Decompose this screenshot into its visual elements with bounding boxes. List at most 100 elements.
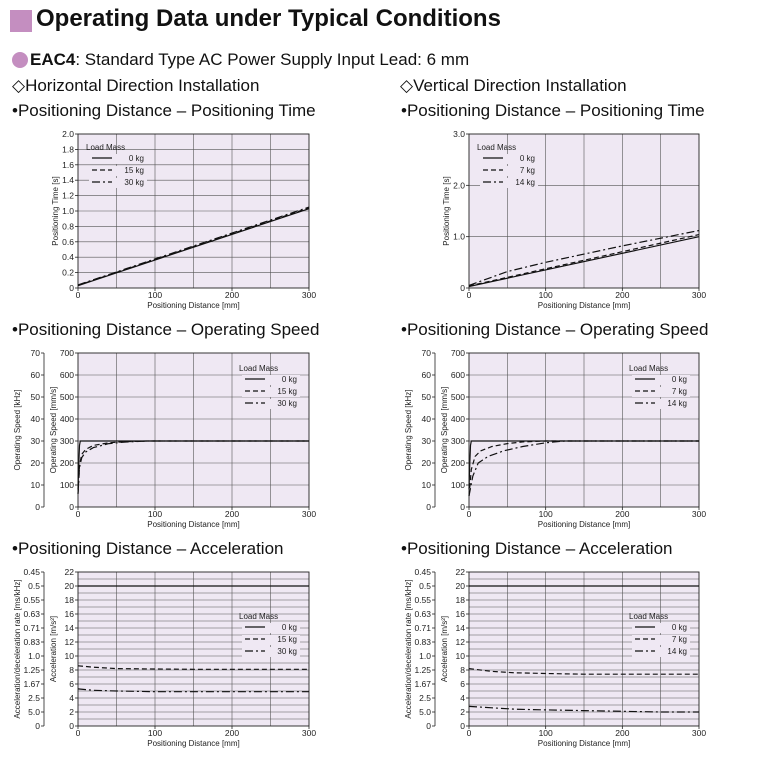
legend-title: Load Mass — [239, 612, 278, 621]
section-title-accel-v: •Positioning Distance – Acceleration — [401, 539, 673, 558]
y2-tick-label: 70 — [31, 348, 41, 358]
y2-tick-label: 30 — [31, 436, 41, 446]
y2-tick-label: 0.45 — [414, 567, 431, 577]
x-tick-label: 100 — [539, 728, 553, 738]
series-line — [468, 668, 699, 675]
x-tick-label: 100 — [148, 509, 162, 519]
legend: Load Mass 0 kg 15 kg 30 kg — [86, 143, 147, 188]
x-tick-label: 200 — [225, 509, 239, 519]
plot-frame — [468, 571, 700, 727]
legend-bg — [242, 387, 300, 397]
legend-title: Load Mass — [86, 143, 125, 152]
y2-tick-label: 20 — [422, 458, 432, 468]
y-tick-label: 0.8 — [62, 221, 74, 231]
y-tick-label: 2 — [69, 707, 74, 717]
legend-label: 7 kg — [672, 635, 687, 644]
y2-tick-label: 0 — [426, 721, 431, 731]
x-tick-label: 200 — [615, 728, 629, 738]
legend-bg — [480, 166, 538, 176]
legend-label: 0 kg — [282, 375, 297, 384]
y2-tick-label: 0 — [426, 502, 431, 512]
y-axis-label: Acceleration [m/s²] — [440, 616, 449, 682]
x-tick-label: 100 — [148, 728, 162, 738]
y-tick-label: 12 — [65, 637, 75, 647]
legend-label: 14 kg — [667, 399, 687, 408]
y-tick-label: 0 — [69, 283, 74, 293]
y-tick-label: 4 — [69, 693, 74, 703]
legend-label: 30 kg — [124, 178, 144, 187]
y2-tick-label: 40 — [422, 414, 432, 424]
legend-label: 0 kg — [672, 375, 687, 384]
y2-tick-label: 50 — [422, 392, 432, 402]
y-tick-label: 600 — [451, 370, 465, 380]
y-tick-label: 16 — [456, 609, 466, 619]
y-axis-label: Positioning Time [s] — [442, 176, 451, 245]
legend-label: 7 kg — [672, 387, 687, 396]
legend-title: Load Mass — [629, 364, 668, 373]
y-tick-label: 6 — [460, 679, 465, 689]
x-tick-label: 100 — [539, 509, 553, 519]
x-axis-label: Positioning Distance [mm] — [538, 739, 630, 748]
y-tick-label: 10 — [456, 651, 466, 661]
y-tick-label: 300 — [451, 436, 465, 446]
y2-tick-label: 1.25 — [23, 665, 40, 675]
series-line — [77, 206, 310, 286]
series-line — [468, 236, 700, 288]
section-title-speed-v: •Positioning Distance – Operating Speed — [401, 320, 709, 339]
title-square-icon — [10, 10, 32, 32]
legend: Load Mass 0 kg 7 kg 14 kg — [477, 143, 538, 188]
series-line — [77, 207, 310, 286]
series-line — [77, 665, 309, 670]
y2-tick-label: 0.5 — [28, 581, 40, 591]
y-tick-label: 18 — [65, 595, 75, 605]
y-tick-label: 8 — [460, 665, 465, 675]
legend-label: 0 kg — [129, 154, 144, 163]
legend-label: 0 kg — [672, 623, 687, 632]
y-tick-label: 0 — [460, 502, 465, 512]
x-tick-label: 200 — [615, 290, 629, 300]
y2-axis-label: Acceleration/deceleration rate [ms/kHz] — [404, 579, 413, 718]
y-tick-label: 2 — [460, 707, 465, 717]
y2-tick-label: 1.0 — [419, 651, 431, 661]
legend-title: Load Mass — [477, 143, 516, 152]
legend-bg — [89, 166, 147, 176]
y-tick-label: 0 — [460, 283, 465, 293]
legend-bg — [89, 154, 147, 164]
y-tick-label: 2.0 — [453, 180, 465, 190]
y2-tick-label: 2.5 — [419, 693, 431, 703]
x-tick-label: 0 — [76, 728, 81, 738]
legend: Load Mass 0 kg 7 kg 14 kg — [629, 364, 690, 409]
y-tick-label: 500 — [451, 392, 465, 402]
y2-tick-label: 0 — [35, 721, 40, 731]
y-tick-label: 2.0 — [62, 129, 74, 139]
x-tick-label: 100 — [148, 290, 162, 300]
y2-tick-label: 30 — [422, 436, 432, 446]
x-tick-label: 300 — [692, 728, 706, 738]
y-tick-label: 22 — [456, 567, 466, 577]
legend-label: 15 kg — [124, 166, 144, 175]
page-title: Operating Data under Typical Conditions — [36, 5, 501, 32]
legend-label: 0 kg — [520, 154, 535, 163]
y-tick-label: 18 — [456, 595, 466, 605]
series-line — [77, 688, 309, 693]
y2-tick-label: 0.83 — [414, 637, 431, 647]
x-axis-label: Positioning Distance [mm] — [538, 301, 630, 310]
y-tick-label: 14 — [456, 623, 466, 633]
y-tick-label: 22 — [65, 567, 75, 577]
legend-bg — [632, 647, 690, 657]
y2-tick-label: 5.0 — [28, 707, 40, 717]
y-tick-label: 14 — [65, 623, 75, 633]
y-tick-label: 0.2 — [62, 268, 74, 278]
legend-label: 14 kg — [667, 647, 687, 656]
chart-v-time: 0 100 200 300 Positioning Distance [mm] 0 1.0 2… — [442, 129, 706, 310]
y2-tick-label: 40 — [31, 414, 41, 424]
y-axis-label: Positioning Time [s] — [51, 176, 60, 245]
y2-tick-label: 0.71 — [23, 623, 40, 633]
y-tick-label: 10 — [65, 651, 75, 661]
legend-label: 0 kg — [282, 623, 297, 632]
y-tick-label: 8 — [69, 665, 74, 675]
y-axis-label: Acceleration [m/s²] — [49, 616, 58, 682]
